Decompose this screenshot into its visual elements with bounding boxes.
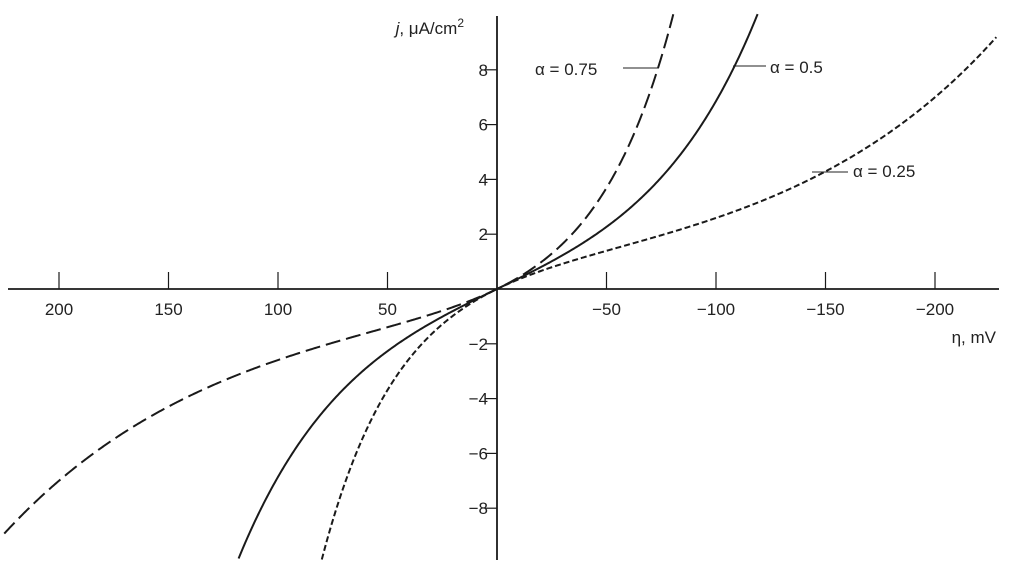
y-axis-title-unit: , μA/cm bbox=[399, 19, 457, 38]
y-tick-label: −4 bbox=[469, 390, 488, 409]
y-tick-label: 6 bbox=[479, 116, 488, 135]
axes-layer bbox=[8, 16, 999, 560]
y-tick-label: −6 bbox=[469, 444, 488, 463]
x-axis-title: η, mV bbox=[952, 328, 997, 347]
series-labels: α = 0.75 α = 0.5 α = 0.25 bbox=[535, 58, 915, 181]
series-label-alpha-05: α = 0.5 bbox=[770, 58, 823, 77]
series-line-alpha-05 bbox=[237, 13, 759, 559]
y-axis-title-superscript: 2 bbox=[457, 16, 464, 30]
y-axis-title-symbol: j bbox=[394, 19, 401, 38]
x-tick-label: 200 bbox=[45, 300, 73, 319]
x-tick-label: 100 bbox=[264, 300, 292, 319]
series-label-alpha-025: α = 0.25 bbox=[853, 162, 915, 181]
curves-layer bbox=[3, 13, 998, 560]
y-tick-label: −8 bbox=[469, 499, 488, 518]
series-line-alpha-025 bbox=[320, 36, 998, 560]
series-line-alpha-075 bbox=[3, 14, 675, 535]
x-tick-label: −150 bbox=[806, 300, 844, 319]
y-tick-label: 4 bbox=[479, 170, 488, 189]
y-tick-label: −2 bbox=[469, 335, 488, 354]
y-axis-ticks: 8 6 4 2 −2 −4 −6 −8 bbox=[469, 61, 497, 518]
x-tick-label: −100 bbox=[697, 300, 735, 319]
y-axis-title: j, μA/cm2 bbox=[394, 16, 465, 38]
y-tick-label: 2 bbox=[479, 225, 488, 244]
x-tick-label: −50 bbox=[592, 300, 621, 319]
series-label-alpha-075: α = 0.75 bbox=[535, 60, 597, 79]
x-tick-label: −200 bbox=[916, 300, 954, 319]
y-tick-label: 8 bbox=[479, 61, 488, 80]
x-axis-ticks: 200 150 100 50 −50 −100 −150 −200 bbox=[45, 272, 954, 319]
x-tick-label: 150 bbox=[154, 300, 182, 319]
x-tick-label: 50 bbox=[378, 300, 397, 319]
